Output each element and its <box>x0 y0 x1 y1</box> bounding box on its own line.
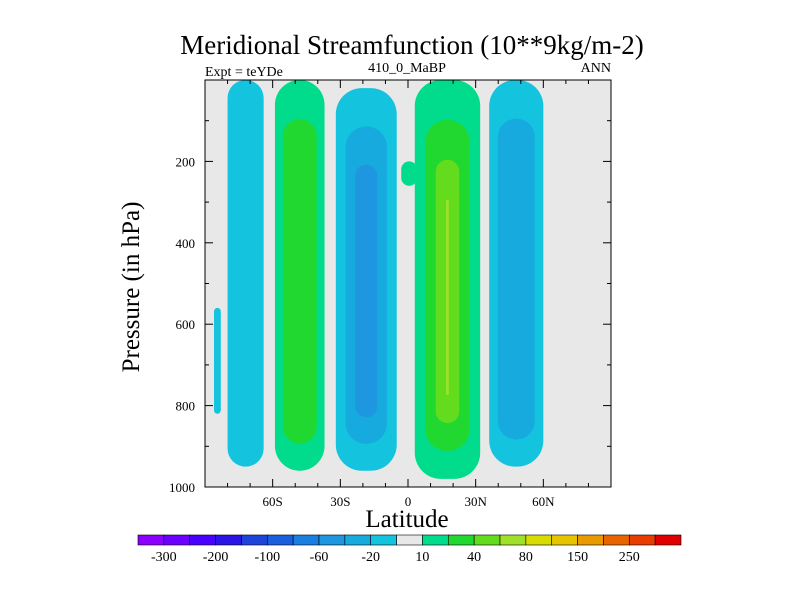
y-tick-label: 800 <box>176 399 196 414</box>
colorbar-label: 250 <box>619 550 640 565</box>
colorbar-swatch <box>447 534 475 546</box>
colorbar-label: -300 <box>151 550 177 565</box>
nh-hadley-cell-level-60 <box>446 199 449 396</box>
x-tick-label: 30N <box>464 494 487 509</box>
colorbar-swatch <box>292 534 320 546</box>
y-tick-label: 600 <box>176 317 196 332</box>
y-tick-label: 200 <box>176 154 196 169</box>
y-tick-label: 1000 <box>169 480 195 495</box>
y-tick-label: 400 <box>176 236 196 251</box>
sh-hadley-cell <box>335 88 397 471</box>
colorbar-label: 80 <box>519 550 533 565</box>
equatorial-tongue-level-10 <box>401 161 418 186</box>
colorbar-label: 150 <box>567 550 588 565</box>
sh-outer-tail <box>214 307 221 414</box>
period-label: 410_0_MaBP <box>368 61 446 76</box>
colorbar-label: -60 <box>310 550 329 565</box>
nh-ferrel-cell <box>489 80 544 467</box>
colorbar-swatch <box>215 534 242 546</box>
colorbar-swatch <box>499 534 527 546</box>
colorbar-label: -200 <box>203 550 229 565</box>
colorbar: -300 -200 -100 -60 -20 10 40 80 150 250 <box>137 534 682 565</box>
season-label: ANN <box>581 61 611 76</box>
nh-ferrel-cell-level--20 <box>497 118 535 440</box>
x-tick-label: 30S <box>330 494 350 509</box>
colorbar-swatch <box>577 534 604 546</box>
colorbar-swatch <box>266 534 294 546</box>
plot-background <box>205 80 611 487</box>
colorbar-swatch <box>422 534 449 546</box>
sh-ferrel-cell-level-20 <box>282 119 317 444</box>
colorbar-swatch <box>473 534 501 546</box>
colorbar-label: 40 <box>467 550 481 565</box>
x-tick-label: 0 <box>405 494 412 509</box>
colorbar-swatch <box>628 534 656 546</box>
colorbar-swatch <box>318 534 346 546</box>
colorbar-label: 10 <box>415 550 429 565</box>
colorbar-swatch <box>525 534 553 546</box>
sh-hadley-cell-level--40 <box>355 164 378 418</box>
colorbar-label: -100 <box>254 550 280 565</box>
y-axis-label: Pressure (in hPa) <box>118 202 145 373</box>
colorbar-swatch <box>137 534 165 546</box>
colorbar-swatch <box>654 534 682 546</box>
colorbar-swatch <box>189 534 216 546</box>
sh-polar-cell <box>227 80 264 467</box>
colorbar-swatch <box>551 534 578 546</box>
experiment-label: Expt = teYDe <box>205 65 283 80</box>
chart-title: Meridional Streamfunction (10**9kg/m-2) <box>180 30 643 60</box>
colorbar-swatch <box>241 534 268 546</box>
y-axis: 200 400 600 800 1000 <box>169 79 611 495</box>
colorbar-swatch <box>344 534 372 546</box>
colorbar-label: -20 <box>361 550 380 565</box>
x-tick-label: 60N <box>532 494 555 509</box>
x-tick-label: 60S <box>263 494 283 509</box>
colorbar-swatch <box>603 534 630 546</box>
nh-hadley-cell <box>414 80 481 479</box>
contour-cells <box>214 80 544 479</box>
equatorial-tongue <box>401 161 418 186</box>
colorbar-swatch <box>396 534 423 546</box>
x-axis: 60S 30S 0 30N 60N <box>204 80 612 509</box>
sh-outer-tail-level--10 <box>214 307 221 414</box>
colorbar-swatch <box>163 534 191 546</box>
sh-polar-cell-level--10 <box>227 80 264 467</box>
sh-ferrel-cell <box>274 80 325 471</box>
plot-area <box>204 79 612 488</box>
colorbar-swatch <box>370 534 397 546</box>
x-axis-label: Latitude <box>365 506 448 533</box>
